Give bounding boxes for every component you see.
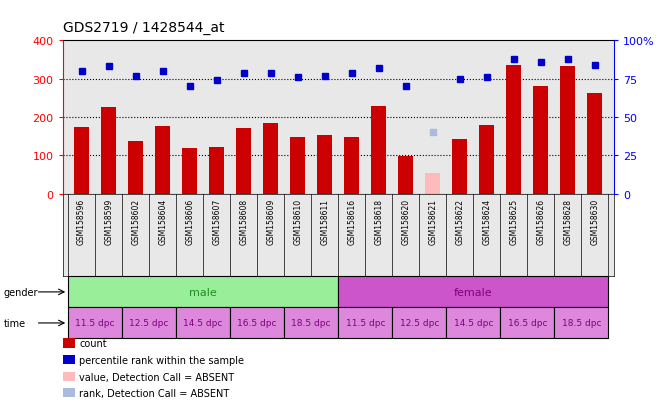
Bar [452,140,467,194]
Bar [68,308,122,339]
Text: count: count [79,339,107,349]
Bar [587,94,603,194]
Text: female: female [454,287,492,297]
Text: GSM158599: GSM158599 [104,198,113,244]
Text: GSM158618: GSM158618 [374,198,383,244]
Text: gender: gender [3,287,38,297]
Bar [560,67,576,194]
Bar [500,308,554,339]
Bar [182,148,197,194]
Text: percentile rank within the sample: percentile rank within the sample [79,355,244,365]
Bar [209,147,224,194]
Text: 18.5 dpc: 18.5 dpc [292,319,331,328]
Bar [533,86,548,194]
Text: GSM158609: GSM158609 [266,198,275,244]
Text: GSM158611: GSM158611 [320,198,329,244]
Text: 14.5 dpc: 14.5 dpc [453,319,493,328]
Bar [263,123,278,194]
Bar [338,277,609,308]
Text: 11.5 dpc: 11.5 dpc [75,319,115,328]
Bar [236,129,251,194]
Bar [74,127,89,194]
Text: GSM158608: GSM158608 [239,198,248,244]
Bar [284,308,338,339]
Text: GSM158621: GSM158621 [428,198,438,244]
Bar [554,308,609,339]
Text: male: male [189,287,217,297]
Bar [506,66,521,194]
Bar [155,127,170,194]
Text: GSM158620: GSM158620 [401,198,411,244]
Text: GSM158607: GSM158607 [212,198,221,244]
Text: GSM158630: GSM158630 [591,198,599,244]
Bar [338,308,392,339]
Text: GSM158604: GSM158604 [158,198,167,244]
Bar [372,107,386,194]
Text: 12.5 dpc: 12.5 dpc [399,319,439,328]
Text: 16.5 dpc: 16.5 dpc [238,319,277,328]
Bar [392,308,446,339]
Text: value, Detection Call = ABSENT: value, Detection Call = ABSENT [79,372,234,382]
Text: 12.5 dpc: 12.5 dpc [129,319,169,328]
Bar [345,138,359,194]
Text: 16.5 dpc: 16.5 dpc [508,319,547,328]
Bar [128,141,143,194]
Bar [68,277,338,308]
Bar [446,308,500,339]
Text: GSM158616: GSM158616 [347,198,356,244]
Bar [426,173,440,194]
Text: GDS2719 / 1428544_at: GDS2719 / 1428544_at [63,21,224,34]
Bar [101,108,116,194]
Text: GSM158606: GSM158606 [185,198,194,244]
Text: 14.5 dpc: 14.5 dpc [183,319,223,328]
Bar [317,135,332,194]
Text: GSM158626: GSM158626 [537,198,545,244]
Bar [176,308,230,339]
Text: GSM158628: GSM158628 [564,198,572,244]
Bar [290,138,305,194]
Bar [479,126,494,194]
Text: GSM158602: GSM158602 [131,198,140,244]
Text: rank, Detection Call = ABSENT: rank, Detection Call = ABSENT [79,388,230,398]
Text: GSM158622: GSM158622 [455,198,465,244]
Text: time: time [3,318,26,328]
Bar [122,308,176,339]
Text: 11.5 dpc: 11.5 dpc [346,319,385,328]
Bar [399,157,413,194]
Text: GSM158624: GSM158624 [482,198,491,244]
Text: GSM158610: GSM158610 [293,198,302,244]
Text: GSM158596: GSM158596 [77,198,86,244]
Text: GSM158625: GSM158625 [510,198,518,244]
Bar [230,308,284,339]
Text: 18.5 dpc: 18.5 dpc [562,319,601,328]
